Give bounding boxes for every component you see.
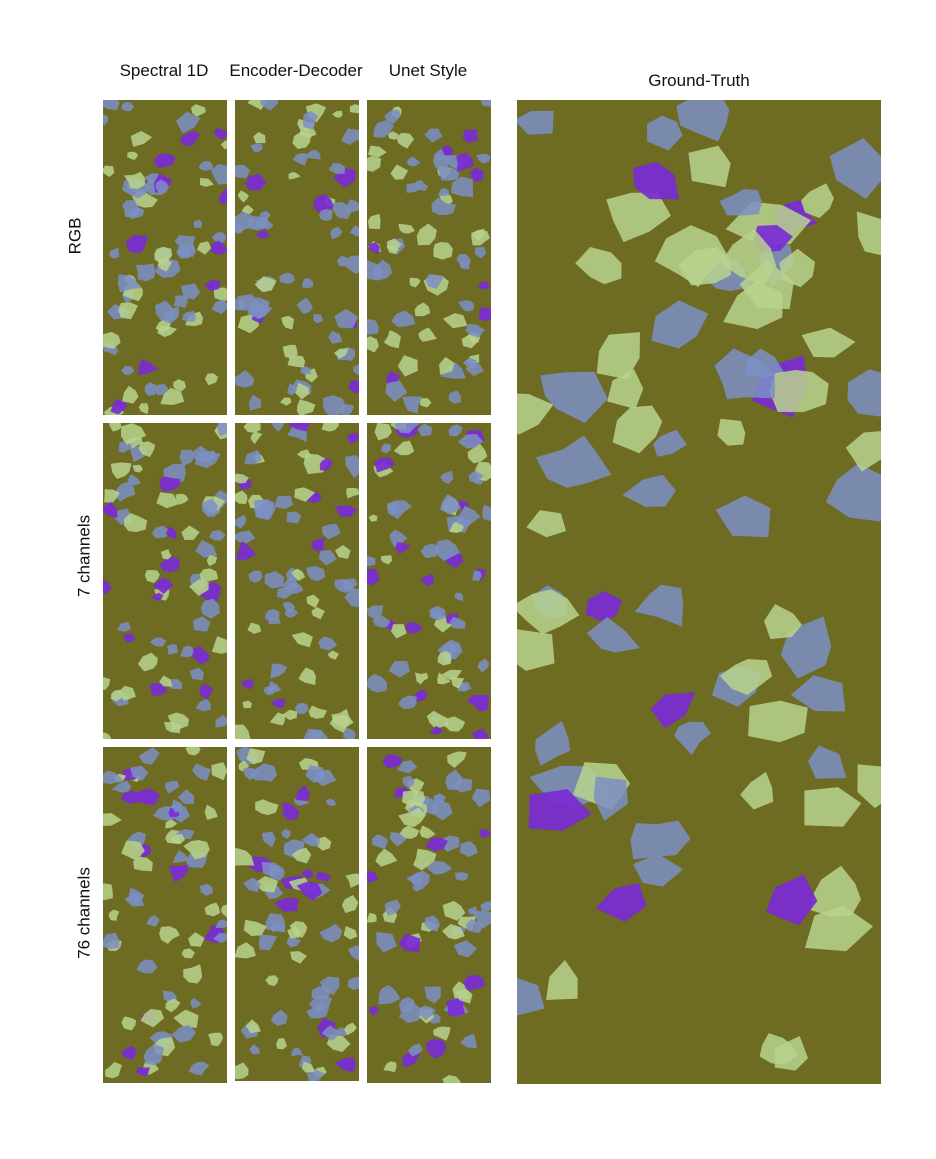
segmentation-panel-rgb-unet-style [367,100,491,415]
segmentation-panel-7ch-encoder-decoder [235,423,359,739]
segmentation-panel-rgb-encoder-decoder [235,100,359,415]
column-header-unet-style: Unet Style [388,61,468,80]
row-label-7-channels: 7 channels [74,514,94,598]
segmentation-panel-7ch-spectral-1d [103,423,227,739]
row-label-76-channels: 76 channels [74,867,94,959]
column-header-encoder-decoder: Encoder-Decoder [229,61,363,80]
segmentation-panel-76ch-unet-style [367,747,491,1083]
segmentation-panel-rgb-spectral-1d [103,100,227,415]
segmentation-panel-7ch-unet-style [367,423,491,739]
column-header-ground-truth: Ground-Truth [648,71,750,90]
segmentation-panel-ground-truth [517,100,881,1084]
row-label-rgb: RGB [65,217,85,255]
segmentation-panel-76ch-encoder-decoder [235,747,359,1081]
column-header-spectral-1d: Spectral 1D [119,61,209,80]
segmentation-panel-76ch-spectral-1d [103,747,227,1083]
